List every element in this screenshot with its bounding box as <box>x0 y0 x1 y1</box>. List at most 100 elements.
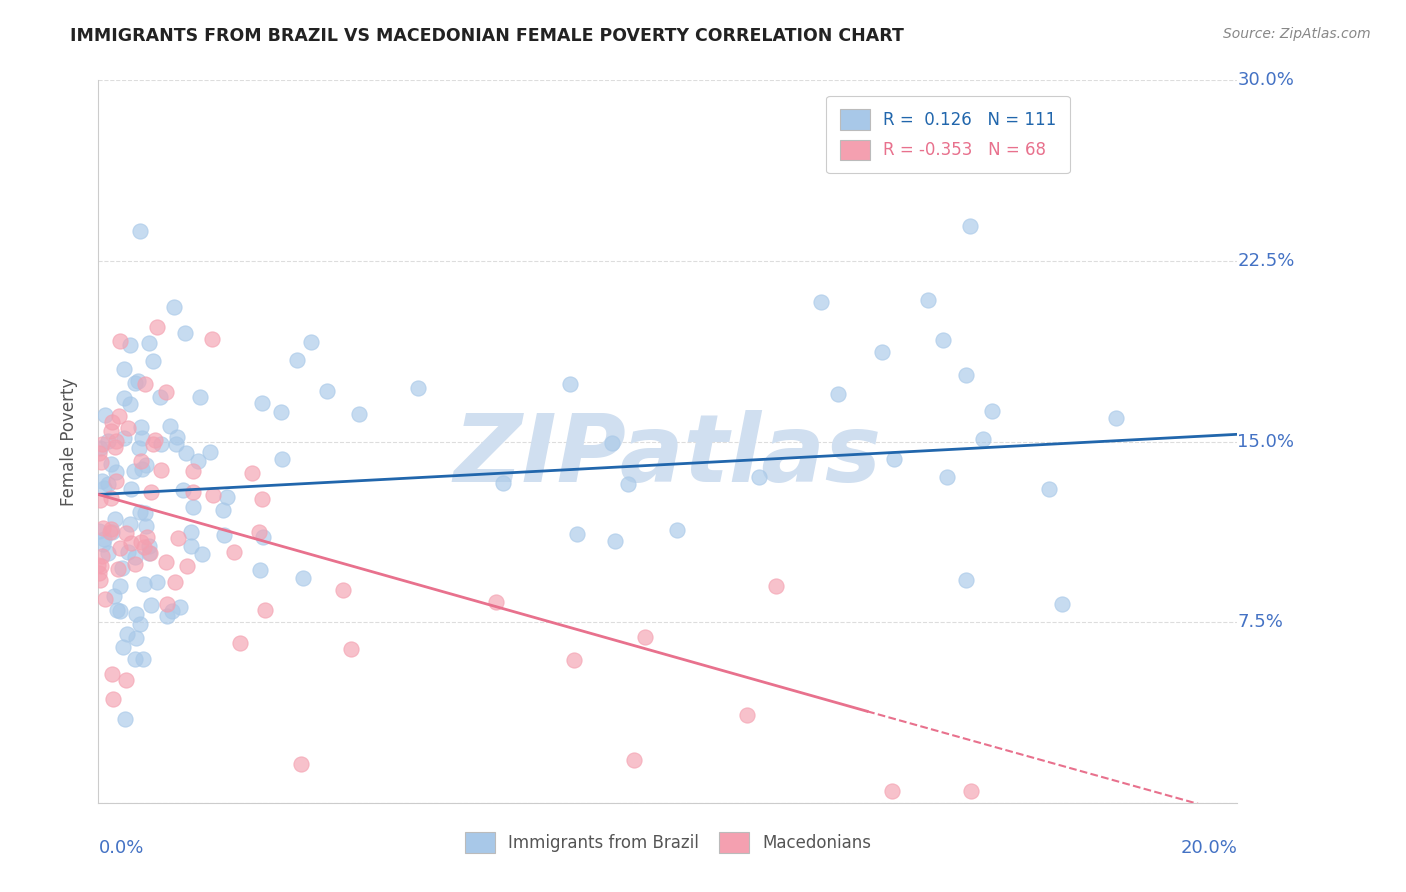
Point <box>103 589 125 603</box>
Text: 20.0%: 20.0% <box>1181 838 1237 857</box>
Point <box>94 408 117 422</box>
Point <box>120 536 142 550</box>
Text: 15.0%: 15.0% <box>1237 433 1295 450</box>
Text: 7.5%: 7.5% <box>1237 613 1284 632</box>
Point <box>107 562 129 576</box>
Point <box>87 558 110 572</box>
Point <box>155 384 177 399</box>
Point <box>600 435 623 450</box>
Point <box>240 466 263 480</box>
Point <box>117 421 139 435</box>
Point <box>347 407 370 421</box>
Point <box>150 437 173 451</box>
Point <box>174 326 197 340</box>
Point <box>880 784 903 798</box>
Point <box>290 756 312 771</box>
Point <box>135 518 157 533</box>
Point <box>134 506 156 520</box>
Point <box>94 592 117 607</box>
Point <box>103 691 125 706</box>
Point <box>87 566 110 580</box>
Point <box>981 403 1004 417</box>
Point <box>176 559 198 574</box>
Point <box>270 405 292 419</box>
Point <box>138 546 160 560</box>
Point <box>932 333 955 347</box>
Point <box>125 631 148 645</box>
Point <box>108 334 131 348</box>
Point <box>108 604 131 618</box>
Point <box>917 293 939 307</box>
Point <box>93 532 115 546</box>
Point <box>271 451 294 466</box>
Point <box>89 493 111 508</box>
Point <box>1105 410 1128 425</box>
Point <box>222 545 245 559</box>
Point <box>159 418 181 433</box>
Point <box>105 474 128 488</box>
Point <box>112 391 135 405</box>
Point <box>252 395 274 409</box>
Point <box>827 387 849 401</box>
Point <box>132 651 155 665</box>
Point <box>97 477 120 491</box>
Point <box>254 603 277 617</box>
Point <box>91 520 114 534</box>
Point <box>872 345 894 359</box>
Point <box>972 433 994 447</box>
Point <box>136 530 159 544</box>
Point <box>623 753 645 767</box>
Point <box>91 437 114 451</box>
Point <box>810 294 832 309</box>
Point <box>110 579 132 593</box>
Point <box>174 446 197 460</box>
Point <box>214 528 236 542</box>
Point <box>634 630 657 644</box>
Point <box>617 477 640 491</box>
Point <box>143 434 166 448</box>
Text: Source: ZipAtlas.com: Source: ZipAtlas.com <box>1223 27 1371 41</box>
Point <box>229 636 252 650</box>
Point <box>187 453 209 467</box>
Point <box>131 432 153 446</box>
Point <box>141 599 163 613</box>
Point <box>97 434 120 448</box>
Point <box>128 504 150 518</box>
Point <box>100 457 122 471</box>
Point <box>118 338 141 352</box>
Point <box>100 425 122 439</box>
Point <box>100 491 122 506</box>
Point <box>91 537 114 551</box>
Point <box>129 224 152 238</box>
Point <box>124 549 146 564</box>
Point <box>299 334 322 349</box>
Point <box>97 546 120 560</box>
Point <box>135 458 157 473</box>
Point <box>201 332 224 346</box>
Point <box>98 525 121 540</box>
Point <box>252 530 274 544</box>
Point <box>735 708 758 723</box>
Point <box>120 397 142 411</box>
Point <box>111 561 134 575</box>
Point <box>201 488 224 502</box>
Point <box>666 523 689 537</box>
Point <box>181 464 204 478</box>
Point <box>285 353 308 368</box>
Point <box>117 545 139 559</box>
Point <box>191 547 214 561</box>
Text: 22.5%: 22.5% <box>1237 252 1295 270</box>
Point <box>104 434 127 448</box>
Point <box>145 574 167 589</box>
Point <box>90 549 112 563</box>
Point <box>129 534 152 549</box>
Point <box>485 594 508 608</box>
Point <box>138 335 160 350</box>
Point <box>149 390 172 404</box>
Point <box>90 455 112 469</box>
Point <box>406 381 429 395</box>
Point <box>156 597 179 611</box>
Point <box>128 617 150 632</box>
Point <box>247 525 270 540</box>
Point <box>89 573 111 587</box>
